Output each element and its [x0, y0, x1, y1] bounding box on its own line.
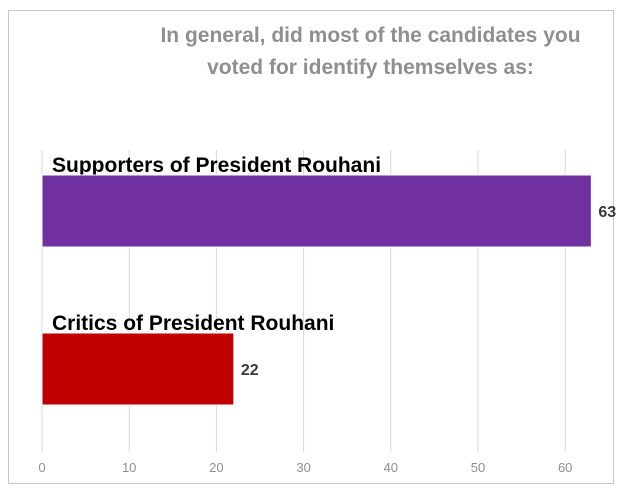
category-label-1: Critics of President Rouhani	[52, 312, 334, 335]
x-tick-label-40: 40	[384, 460, 398, 475]
chart-title-line-2: voted for identify themselves as:	[207, 56, 534, 79]
bar-1	[41, 332, 235, 406]
chart-title: In general, did most of the candidates y…	[0, 20, 621, 84]
x-tick-label-30: 30	[296, 460, 310, 475]
chart-title-line-1: In general, did most of the candidates y…	[160, 24, 581, 47]
x-tick-labels: 0 10 20 30 40 50 60	[38, 460, 572, 475]
bars: Supporters of President Rouhani 63 Critics…	[41, 154, 616, 406]
x-tick-label-10: 10	[122, 460, 136, 475]
category-label-0: Supporters of President Rouhani	[52, 154, 381, 177]
x-tick-label-60: 60	[558, 460, 572, 475]
data-label-1: 22	[241, 362, 259, 379]
data-label-0: 63	[598, 204, 616, 221]
bar-0	[41, 174, 592, 248]
x-tick-label-20: 20	[209, 460, 223, 475]
x-tick-label-50: 50	[471, 460, 485, 475]
x-tick-label-0: 0	[38, 460, 45, 475]
